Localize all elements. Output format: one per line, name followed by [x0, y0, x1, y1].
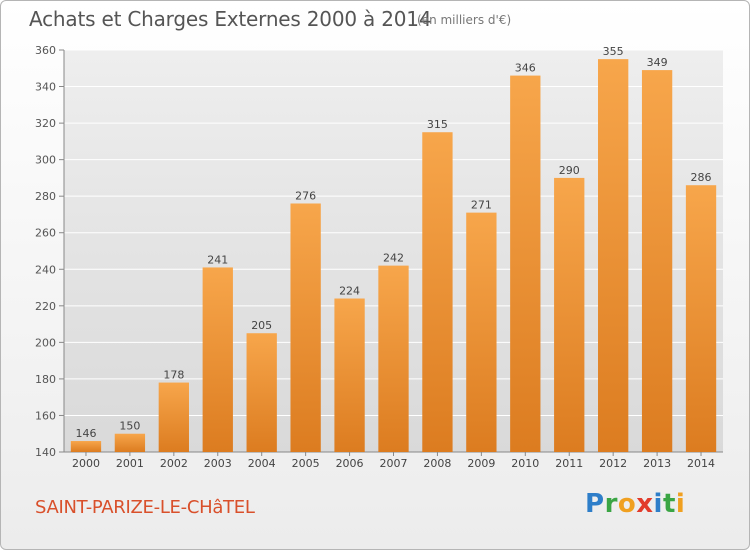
bar: [378, 265, 409, 452]
logo-letter: i: [653, 489, 663, 519]
x-tick-label: 2008: [423, 457, 451, 470]
data-label: 242: [383, 252, 404, 265]
bar: [466, 212, 497, 452]
x-tick-label: 2010: [511, 457, 539, 470]
x-tick-label: 2000: [72, 457, 100, 470]
chart-title: Achats et Charges Externes 2000 à 2014: [29, 7, 432, 31]
logo-letter: o: [617, 489, 637, 519]
y-tick-label: 280: [35, 190, 56, 203]
y-tick-label: 360: [35, 44, 56, 57]
data-label: 346: [515, 62, 536, 75]
bar: [510, 75, 541, 452]
data-label: 315: [427, 118, 448, 131]
x-tick-label: 2007: [380, 457, 408, 470]
logo-letter: i: [675, 489, 686, 519]
data-label: 205: [251, 319, 272, 332]
y-tick-label: 320: [35, 117, 56, 130]
logo-letter: t: [662, 489, 676, 519]
x-tick-label: 2009: [467, 457, 495, 470]
bar: [598, 59, 629, 453]
data-label: 290: [559, 164, 580, 177]
bar: [290, 203, 321, 452]
y-tick-label: 200: [35, 336, 56, 349]
chart-unit: (en milliers d'€): [417, 13, 512, 27]
data-label: 146: [75, 427, 96, 440]
bar: [422, 132, 453, 452]
x-tick-label: 2012: [599, 457, 627, 470]
y-tick-label: 220: [35, 300, 56, 313]
data-label: 349: [647, 56, 668, 69]
y-tick-label: 340: [35, 81, 56, 94]
x-tick-label: 2006: [336, 457, 364, 470]
data-label: 286: [691, 171, 712, 184]
logo-letter: r: [604, 489, 618, 519]
data-label: 271: [471, 199, 492, 212]
data-label: 224: [339, 285, 360, 298]
bar: [641, 70, 673, 452]
data-label: 178: [163, 369, 184, 382]
y-tick-label: 180: [35, 373, 56, 386]
x-tick-label: 2002: [160, 457, 188, 470]
bar: [114, 433, 146, 452]
bar: [70, 441, 102, 452]
bar: [554, 177, 585, 452]
y-tick-label: 160: [35, 409, 56, 422]
x-tick-label: 2014: [687, 457, 715, 470]
x-tick-label: 2013: [643, 457, 671, 470]
bar: [246, 333, 277, 452]
logo-letter: x: [636, 489, 654, 519]
x-tick-label: 2004: [248, 457, 276, 470]
bar: [158, 382, 189, 452]
data-label: 355: [603, 45, 624, 58]
x-tick-label: 2003: [204, 457, 232, 470]
y-tick-label: 260: [35, 227, 56, 240]
bar: [334, 298, 365, 452]
x-tick-label: 2011: [555, 457, 583, 470]
data-label: 241: [207, 253, 228, 266]
y-tick-label: 300: [35, 154, 56, 167]
x-tick-label: 2005: [292, 457, 320, 470]
data-label: 150: [119, 420, 140, 433]
proxiti-logo: Proxiti: [585, 489, 685, 519]
data-label: 276: [295, 189, 316, 202]
bar: [202, 267, 233, 452]
logo-letter: P: [585, 489, 605, 519]
x-tick-label: 2001: [116, 457, 144, 470]
y-tick-label: 240: [35, 263, 56, 276]
y-tick-label: 140: [35, 446, 56, 459]
bar: [685, 185, 717, 452]
commune-name: SAINT-PARIZE-LE-CHâTEL: [35, 497, 255, 518]
